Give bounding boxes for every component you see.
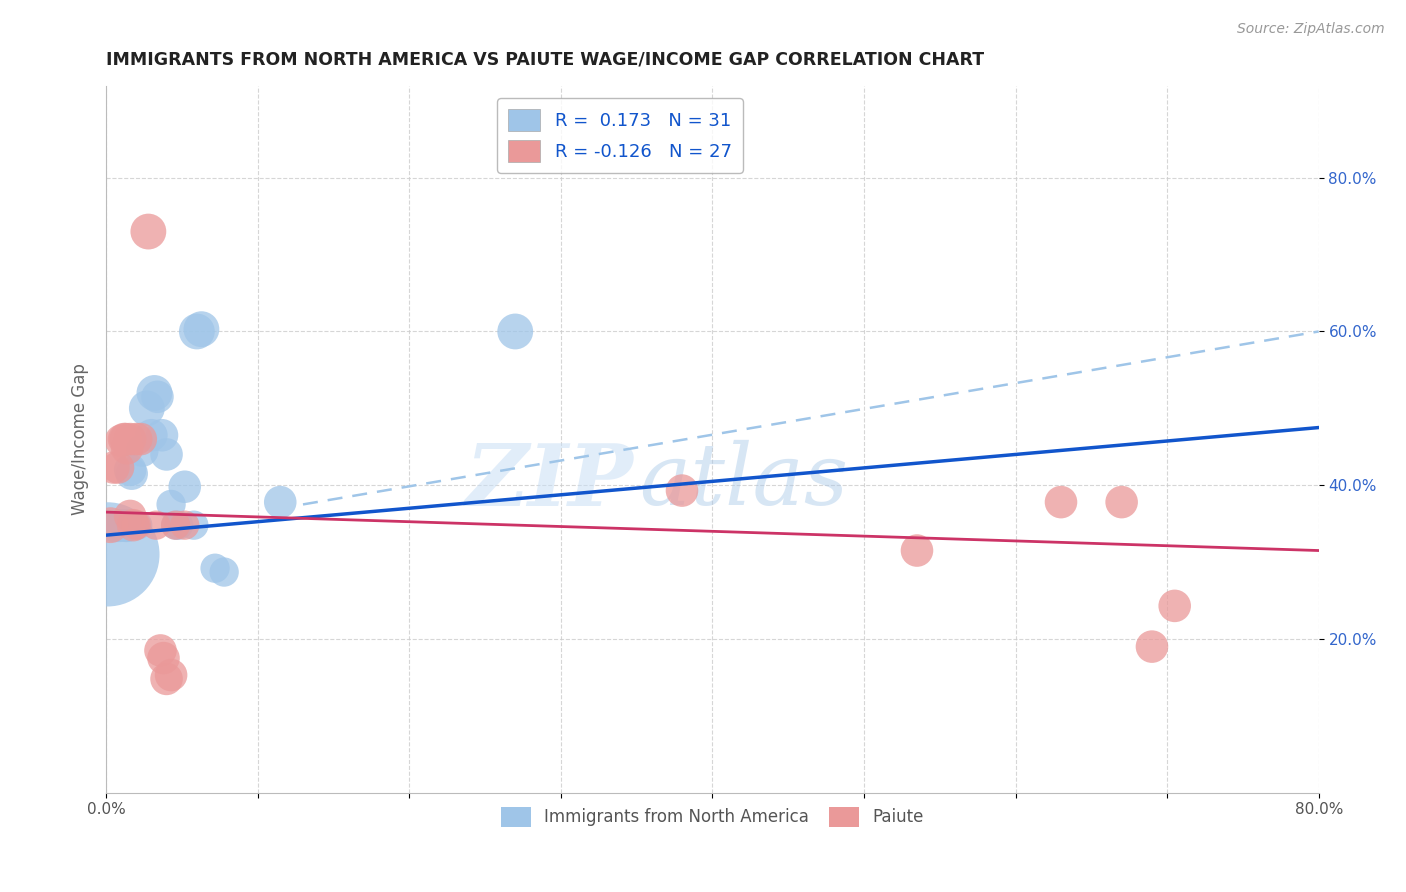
Point	[115, 520, 138, 534]
Point	[127, 518, 149, 533]
Point	[110, 516, 132, 531]
Point	[112, 516, 135, 531]
Point	[155, 672, 177, 686]
Point	[1140, 640, 1163, 654]
Point	[110, 434, 132, 448]
Point	[111, 516, 134, 531]
Point	[155, 447, 177, 461]
Point	[108, 520, 131, 534]
Point	[503, 325, 526, 339]
Point	[125, 432, 148, 446]
Point	[131, 443, 153, 458]
Point	[100, 518, 122, 533]
Point	[1111, 495, 1133, 509]
Point	[190, 322, 212, 336]
Point	[186, 325, 208, 339]
Text: atlas: atlas	[640, 440, 849, 523]
Point	[124, 518, 146, 533]
Point	[138, 225, 160, 239]
Point	[165, 518, 187, 533]
Point	[183, 518, 205, 533]
Point	[122, 518, 145, 533]
Point	[114, 520, 136, 534]
Point	[105, 520, 128, 534]
Point	[1050, 495, 1073, 509]
Text: IMMIGRANTS FROM NORTH AMERICA VS PAIUTE WAGE/INCOME GAP CORRELATION CHART: IMMIGRANTS FROM NORTH AMERICA VS PAIUTE …	[105, 51, 984, 69]
Point	[173, 480, 195, 494]
Point	[269, 495, 291, 509]
Point	[146, 390, 169, 404]
Y-axis label: Wage/Income Gap: Wage/Income Gap	[72, 363, 89, 515]
Point	[114, 432, 136, 446]
Point	[165, 518, 187, 533]
Text: ZIP: ZIP	[465, 440, 634, 524]
Point	[120, 432, 142, 446]
Text: Source: ZipAtlas.com: Source: ZipAtlas.com	[1237, 22, 1385, 37]
Point	[120, 463, 142, 477]
Point	[150, 428, 173, 442]
Point	[129, 432, 152, 446]
Point	[96, 548, 118, 562]
Point	[125, 518, 148, 533]
Point	[905, 543, 928, 558]
Point	[671, 483, 693, 498]
Point	[120, 508, 142, 523]
Point	[141, 428, 163, 442]
Point	[160, 668, 183, 682]
Point	[135, 401, 157, 416]
Point	[145, 518, 167, 533]
Point	[143, 386, 166, 401]
Point	[115, 442, 138, 456]
Point	[152, 651, 174, 665]
Point	[103, 460, 125, 475]
Legend: Immigrants from North America, Paiute: Immigrants from North America, Paiute	[494, 800, 931, 834]
Point	[160, 497, 183, 511]
Point	[149, 643, 172, 657]
Point	[103, 520, 125, 534]
Point	[204, 561, 226, 575]
Point	[1163, 599, 1185, 613]
Point	[212, 565, 235, 579]
Point	[112, 432, 135, 446]
Point	[173, 518, 195, 533]
Point	[107, 460, 129, 475]
Point	[167, 518, 190, 533]
Point	[121, 467, 143, 481]
